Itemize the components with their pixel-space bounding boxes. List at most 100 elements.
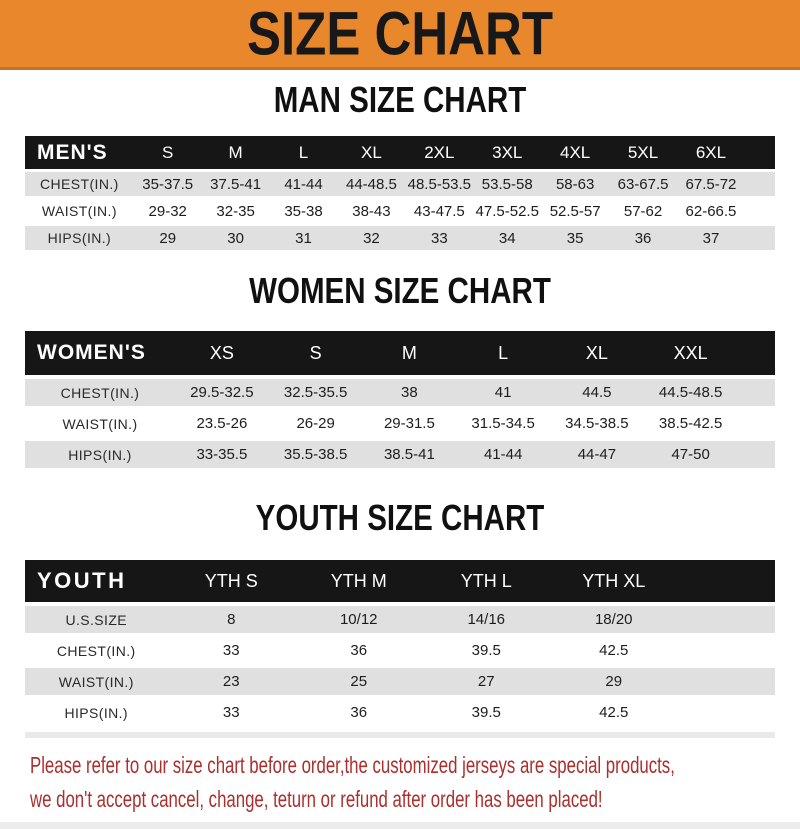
row-spacer <box>745 199 775 223</box>
table-corner-label: YOUTH <box>25 560 168 602</box>
measurement-value: 33 <box>222 642 240 659</box>
measurement-value: 44-48.5 <box>337 172 406 196</box>
table-corner-label: MEN'S <box>25 136 134 169</box>
measurement-label: WAIST(IN.) <box>25 668 168 695</box>
measurement-value: 10/12 <box>295 606 423 633</box>
measurement-value: 35-38 <box>284 202 323 220</box>
measurement-value: 57-62 <box>623 202 663 220</box>
measurement-value: 29-32 <box>148 202 187 220</box>
measurement-value: 29-31.5 <box>383 415 435 432</box>
measurement-label: CHEST(IN.) <box>25 172 134 196</box>
size-column-header: L <box>456 331 550 375</box>
measurement-value: 26-29 <box>296 415 335 432</box>
measurement-row: CHEST(IN.) 35-37.5 37.5-41 41-44 44-48.5 48.5… <box>25 172 775 196</box>
size-column-header: 4XL <box>541 136 610 169</box>
measurement-value: 48.5-53.5 <box>405 172 474 196</box>
measurement-value: 33 <box>222 704 240 721</box>
size-column-header: S <box>133 136 202 169</box>
youth-size-chart-section: YOUTH SIZE CHART YOUTH YTH S YTH M YTH L YTH… <box>0 500 800 738</box>
measurement-value: 18/20 <box>550 606 678 633</box>
measurement-label: WAIST(IN.) <box>41 203 117 219</box>
measurement-label: CHEST(IN.) <box>56 642 136 659</box>
measurement-value: 41 <box>456 379 550 406</box>
row-spacer <box>678 637 776 664</box>
measurement-row: WAIST(IN.) 23 25 27 29 <box>25 668 775 695</box>
size-column-header: XL <box>550 331 644 375</box>
measurement-value: 34.5-38.5 <box>565 415 629 432</box>
measurement-label: WAIST(IN.) <box>62 415 138 432</box>
size-column-header: 3XL <box>473 136 542 169</box>
measurement-value: 32.5-35.5 <box>268 379 363 406</box>
size-column-header: XXL <box>643 331 738 375</box>
measurement-value: 35.5-38.5 <box>268 441 363 468</box>
measurement-label: U.S.SIZE <box>25 606 168 633</box>
measurement-value: 23.5-26 <box>196 415 248 432</box>
measurement-value: 39.5 <box>471 704 501 721</box>
measurement-value: 14/16 <box>422 606 550 633</box>
measurement-value: 63-67.5 <box>609 172 677 196</box>
measurement-value: 41-44 <box>456 441 550 468</box>
measurement-row: WAIST(IN.) 29-32 32-35 35-38 38-43 43-47.5 47.… <box>25 199 775 223</box>
youth-size-chart-heading-text: YOUTH SIZE CHART <box>255 497 545 538</box>
measurement-value: 32 <box>337 226 406 250</box>
measurement-row: CHEST(IN.) 29.5-32.5 32.5-35.5 38 41 44.5 44.5… <box>25 379 775 406</box>
measurement-row: HIPS(IN.) 33-35.5 35.5-38.5 38.5-41 41-44 44-… <box>25 441 775 468</box>
size-column-header: M <box>362 331 457 375</box>
size-column-header: M <box>201 136 270 169</box>
header-spacer <box>677 560 775 602</box>
table-corner-label: WOMEN'S <box>25 331 175 375</box>
size-column-header: YTH S <box>167 560 295 602</box>
size-column-header: 2XL <box>405 136 474 169</box>
footer-notice: Please refer to our size chart before or… <box>0 750 800 818</box>
measurement-label: HIPS(IN.) <box>64 704 128 721</box>
row-spacer <box>744 226 775 250</box>
measurement-value: 8 <box>167 606 295 633</box>
measurement-value: 38.5-41 <box>362 441 457 468</box>
size-column-header: YTH XL <box>550 560 678 602</box>
row-spacer <box>737 441 775 468</box>
mens-size-table: MEN'S S M L XL 2XL 3XL 4XL 5XL 6XL CHEST(IN.) 35-37… <box>25 133 775 253</box>
measurement-label: CHEST(IN.) <box>25 379 175 406</box>
womens-size-table: WOMEN'S XS S M L XL XXL CHEST(IN.) 29.5-32.5 32.5… <box>25 327 775 472</box>
row-spacer <box>677 668 775 695</box>
women-size-chart-heading-text: WOMEN SIZE CHART <box>249 270 551 311</box>
page-title: SIZE CHART <box>247 0 553 68</box>
size-column-header: YTH M <box>295 560 423 602</box>
measurement-value: 52.5-57 <box>549 202 601 220</box>
women-size-chart-section: WOMEN SIZE CHART WOMEN'S XS S M L XL XXL CHEST(… <box>0 273 800 472</box>
measurement-value: 30 <box>201 226 270 250</box>
measurement-label: HIPS(IN.) <box>25 441 175 468</box>
measurement-value: 35 <box>541 226 610 250</box>
measurement-value: 37 <box>677 226 745 250</box>
measurement-row: WAIST(IN.) 23.5-26 26-29 29-31.5 31.5-34.5 34… <box>25 410 775 437</box>
measurement-value: 58-63 <box>541 172 610 196</box>
size-column-header: S <box>268 331 363 375</box>
measurement-value: 32-35 <box>216 202 255 220</box>
size-column-header: YTH L <box>422 560 550 602</box>
size-column-header: XS <box>175 331 269 375</box>
measurement-value: 36 <box>609 226 677 250</box>
measurement-value: 39.5 <box>471 642 501 659</box>
measurement-value: 33-35.5 <box>175 441 269 468</box>
size-column-header: XL <box>337 136 406 169</box>
measurement-value: 33 <box>405 226 474 250</box>
notice-line-1-text: Please refer to our size chart before or… <box>30 752 675 778</box>
measurement-value: 41-44 <box>269 172 338 196</box>
measurement-value: 36 <box>350 642 368 659</box>
measurement-value: 42.5 <box>599 642 629 659</box>
measurement-value: 37.5-41 <box>201 172 270 196</box>
notice-line-1: Please refer to our size chart before or… <box>30 750 800 784</box>
row-spacer <box>678 699 776 726</box>
measurement-value: 67.5-72 <box>677 172 745 196</box>
size-table-header-row: MEN'S S M L XL 2XL 3XL 4XL 5XL 6XL <box>25 136 775 169</box>
measurement-value: 38.5-42.5 <box>658 415 723 432</box>
bottom-strip <box>0 822 800 829</box>
notice-line-2: we don't accept cancel, change, teturn o… <box>30 784 800 818</box>
measurement-value: 62-66.5 <box>685 202 737 220</box>
youth-size-table: YOUTH YTH S YTH M YTH L YTH XL U.S.SIZE 8 10/12… <box>25 556 775 730</box>
measurement-value: 44-47 <box>550 441 644 468</box>
size-table-header-row: WOMEN'S XS S M L XL XXL <box>25 331 775 375</box>
man-size-chart-section: MAN SIZE CHART MEN'S S M L XL 2XL 3XL 4XL 5XL 6XL… <box>0 82 800 253</box>
measurement-value: 36 <box>350 704 368 721</box>
